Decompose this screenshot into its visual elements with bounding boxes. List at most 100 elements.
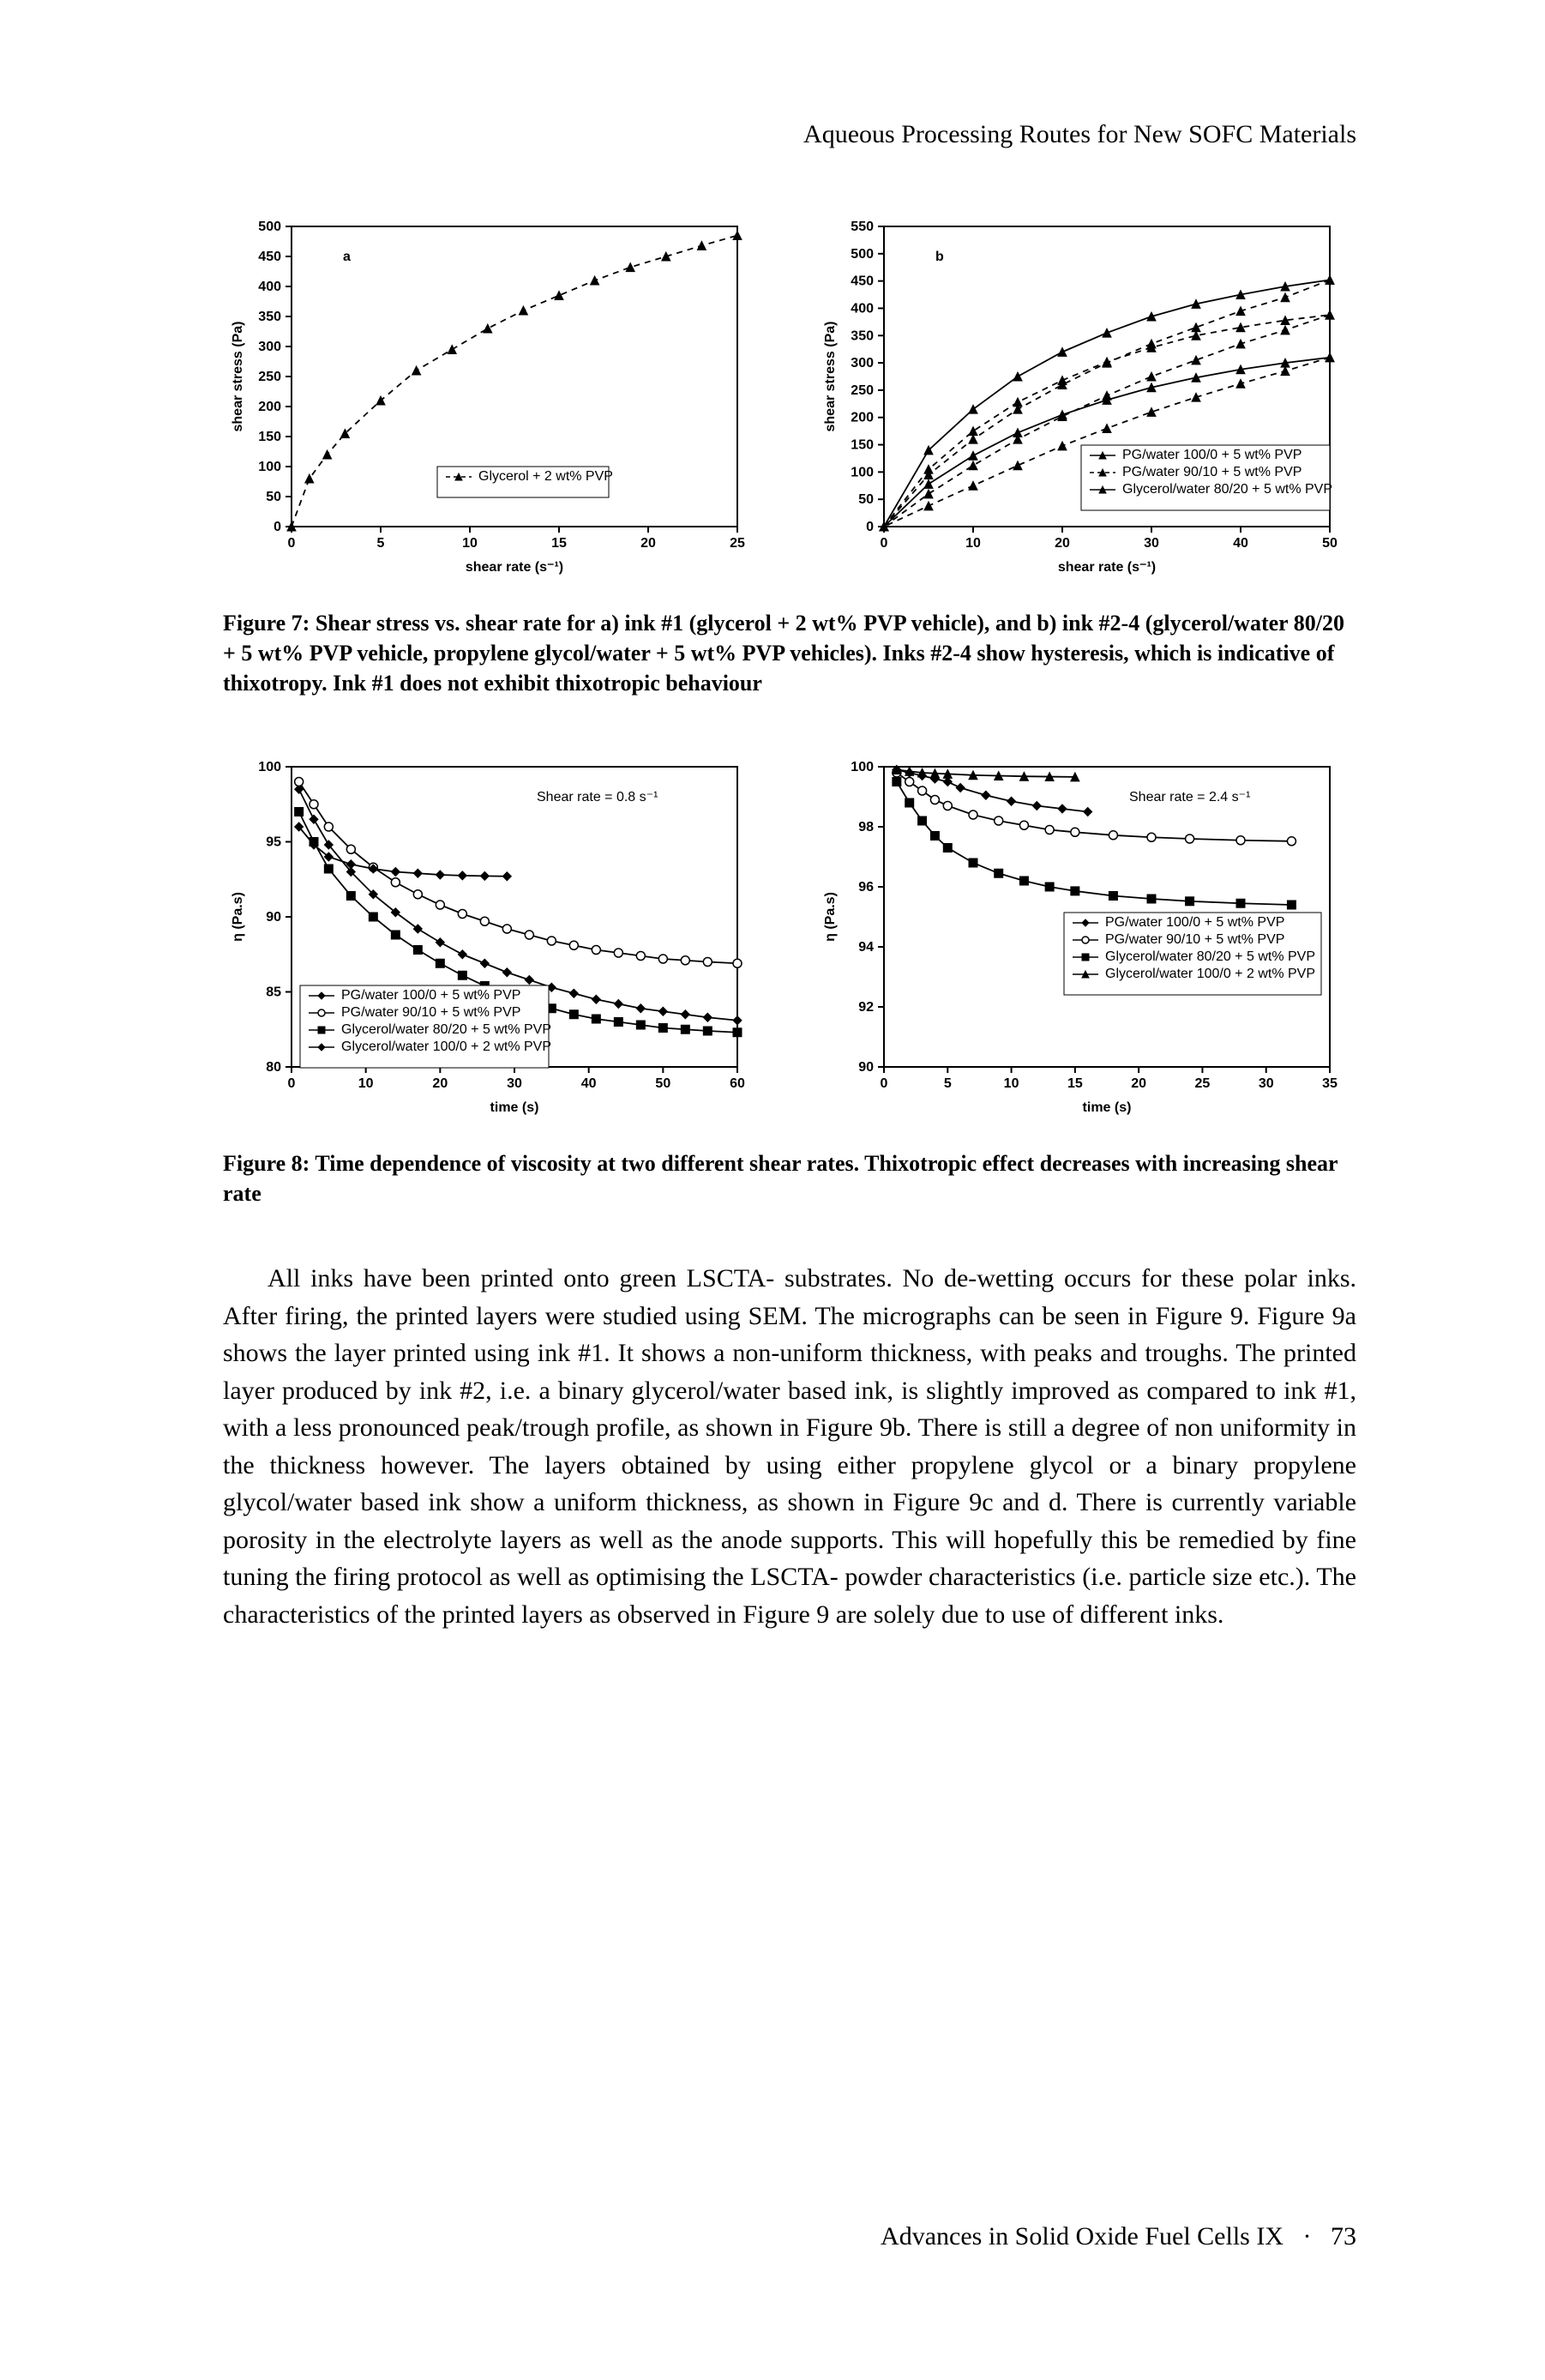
svg-text:shear rate (s⁻¹): shear rate (s⁻¹) <box>466 560 563 575</box>
svg-text:450: 450 <box>851 274 874 289</box>
svg-text:98: 98 <box>858 820 874 835</box>
svg-text:30: 30 <box>1259 1076 1274 1091</box>
svg-text:550: 550 <box>851 220 874 234</box>
running-head: Aqueous Processing Routes for New SOFC M… <box>223 120 1356 149</box>
svg-text:PG/water 90/10 + 5 wt% PVP: PG/water 90/10 + 5 wt% PVP <box>1105 932 1284 947</box>
fig8b-chart: 051015202530359092949698100time (s)η (Pa… <box>815 750 1347 1127</box>
svg-text:50: 50 <box>1322 536 1338 551</box>
svg-text:a: a <box>343 250 351 264</box>
svg-text:5: 5 <box>944 1076 952 1091</box>
svg-text:350: 350 <box>258 310 281 324</box>
svg-text:250: 250 <box>851 383 874 398</box>
svg-text:94: 94 <box>858 940 874 955</box>
svg-text:PG/water 100/0 + 5 wt% PVP: PG/water 100/0 + 5 wt% PVP <box>1105 915 1284 930</box>
svg-text:350: 350 <box>851 328 874 343</box>
svg-text:100: 100 <box>258 460 281 474</box>
svg-text:0: 0 <box>881 536 888 551</box>
svg-text:500: 500 <box>258 220 281 234</box>
svg-text:150: 150 <box>258 430 281 444</box>
svg-text:b: b <box>935 250 944 264</box>
fig7a-chart: 0510152025050100150200250300350400450500… <box>223 209 754 587</box>
svg-text:shear stress (Pa): shear stress (Pa) <box>231 322 245 432</box>
svg-text:90: 90 <box>858 1060 874 1075</box>
svg-text:20: 20 <box>1131 1076 1146 1091</box>
svg-text:150: 150 <box>851 438 874 453</box>
svg-text:30: 30 <box>1144 536 1159 551</box>
svg-text:15: 15 <box>551 536 567 551</box>
svg-text:10: 10 <box>1004 1076 1019 1091</box>
svg-text:40: 40 <box>1233 536 1248 551</box>
svg-text:10: 10 <box>358 1076 374 1091</box>
svg-text:50: 50 <box>266 490 281 504</box>
svg-text:PG/water 100/0 + 5 wt% PVP: PG/water 100/0 + 5 wt% PVP <box>341 988 520 1003</box>
svg-text:500: 500 <box>851 247 874 262</box>
svg-text:80: 80 <box>266 1060 281 1075</box>
svg-text:PG/water 100/0 + 5 wt% PVP: PG/water 100/0 + 5 wt% PVP <box>1122 448 1302 462</box>
svg-text:100: 100 <box>851 760 874 774</box>
svg-text:PG/water 90/10 + 5 wt% PVP: PG/water 90/10 + 5 wt% PVP <box>341 1005 520 1020</box>
figure-8a-panel: 010203040506080859095100time (s)η (Pa.s)… <box>223 750 764 1131</box>
svg-text:shear stress (Pa): shear stress (Pa) <box>823 322 838 432</box>
svg-text:96: 96 <box>858 880 874 895</box>
svg-text:50: 50 <box>655 1076 670 1091</box>
svg-text:0: 0 <box>866 520 874 534</box>
svg-text:0: 0 <box>274 520 281 534</box>
figure-7-row: 0510152025050100150200250300350400450500… <box>223 209 1356 591</box>
svg-text:250: 250 <box>258 370 281 384</box>
footer-book-title: Advances in Solid Oxide Fuel Cells IX <box>881 2222 1283 2250</box>
svg-text:95: 95 <box>266 835 281 850</box>
svg-text:Shear rate = 2.4 s⁻¹: Shear rate = 2.4 s⁻¹ <box>1129 790 1250 804</box>
svg-text:Shear rate = 0.8 s⁻¹: Shear rate = 0.8 s⁻¹ <box>537 790 658 804</box>
svg-text:20: 20 <box>1055 536 1070 551</box>
svg-text:25: 25 <box>1195 1076 1211 1091</box>
svg-text:30: 30 <box>507 1076 522 1091</box>
fig7b-chart: 0102030405005010015020025030035040045050… <box>815 209 1347 587</box>
svg-text:time (s): time (s) <box>1083 1100 1132 1115</box>
svg-text:60: 60 <box>730 1076 745 1091</box>
body-paragraph: All inks have been printed onto green LS… <box>223 1260 1356 1633</box>
svg-text:10: 10 <box>462 536 478 551</box>
footer-page-number: 73 <box>1331 2222 1356 2250</box>
svg-text:Glycerol/water 100/0 + 2 wt% P: Glycerol/water 100/0 + 2 wt% PVP <box>1105 967 1315 981</box>
svg-text:200: 200 <box>851 411 874 425</box>
svg-text:Glycerol/water 80/20 + 5 wt% P: Glycerol/water 80/20 + 5 wt% PVP <box>1122 482 1332 497</box>
svg-text:η (Pa.s): η (Pa.s) <box>231 892 245 942</box>
figure-8-row: 010203040506080859095100time (s)η (Pa.s)… <box>223 750 1356 1131</box>
svg-text:92: 92 <box>858 1000 874 1015</box>
svg-text:90: 90 <box>266 910 281 925</box>
svg-text:10: 10 <box>965 536 981 551</box>
svg-text:Glycerol/water 80/20 + 5 wt% P: Glycerol/water 80/20 + 5 wt% PVP <box>341 1022 551 1037</box>
figure-8b-panel: 051015202530359092949698100time (s)η (Pa… <box>815 750 1356 1131</box>
svg-text:Glycerol/water 80/20 + 5 wt% P: Glycerol/water 80/20 + 5 wt% PVP <box>1105 949 1315 964</box>
svg-text:50: 50 <box>858 492 874 507</box>
svg-text:shear rate (s⁻¹): shear rate (s⁻¹) <box>1058 560 1156 575</box>
figure-7a-panel: 0510152025050100150200250300350400450500… <box>223 209 764 591</box>
figure-7b-panel: 0102030405005010015020025030035040045050… <box>815 209 1356 591</box>
footer-sep: · <box>1303 2222 1312 2250</box>
svg-text:100: 100 <box>258 760 281 774</box>
svg-text:20: 20 <box>432 1076 448 1091</box>
page-footer: Advances in Solid Oxide Fuel Cells IX · … <box>881 2222 1356 2251</box>
svg-text:40: 40 <box>581 1076 597 1091</box>
svg-text:Glycerol/water 100/0 + 2 wt% P: Glycerol/water 100/0 + 2 wt% PVP <box>341 1039 551 1054</box>
svg-text:PG/water 90/10 + 5 wt% PVP: PG/water 90/10 + 5 wt% PVP <box>1122 465 1302 479</box>
svg-text:85: 85 <box>266 985 281 1000</box>
svg-text:100: 100 <box>851 465 874 479</box>
svg-text:200: 200 <box>258 400 281 414</box>
svg-text:450: 450 <box>258 250 281 264</box>
svg-text:300: 300 <box>851 356 874 371</box>
svg-text:20: 20 <box>640 536 656 551</box>
svg-text:400: 400 <box>258 280 281 294</box>
fig8a-chart: 010203040506080859095100time (s)η (Pa.s)… <box>223 750 754 1127</box>
figure-8-caption: Figure 8: Time dependence of viscosity a… <box>223 1148 1356 1208</box>
svg-text:35: 35 <box>1322 1076 1338 1091</box>
svg-text:0: 0 <box>881 1076 888 1091</box>
svg-text:400: 400 <box>851 301 874 316</box>
svg-text:0: 0 <box>288 536 296 551</box>
svg-text:0: 0 <box>288 1076 296 1091</box>
svg-text:25: 25 <box>730 536 745 551</box>
svg-text:η (Pa.s): η (Pa.s) <box>823 892 838 942</box>
svg-text:5: 5 <box>377 536 385 551</box>
svg-text:Glycerol + 2 wt% PVP: Glycerol + 2 wt% PVP <box>478 469 613 484</box>
figure-7-caption: Figure 7: Shear stress vs. shear rate fo… <box>223 608 1356 698</box>
